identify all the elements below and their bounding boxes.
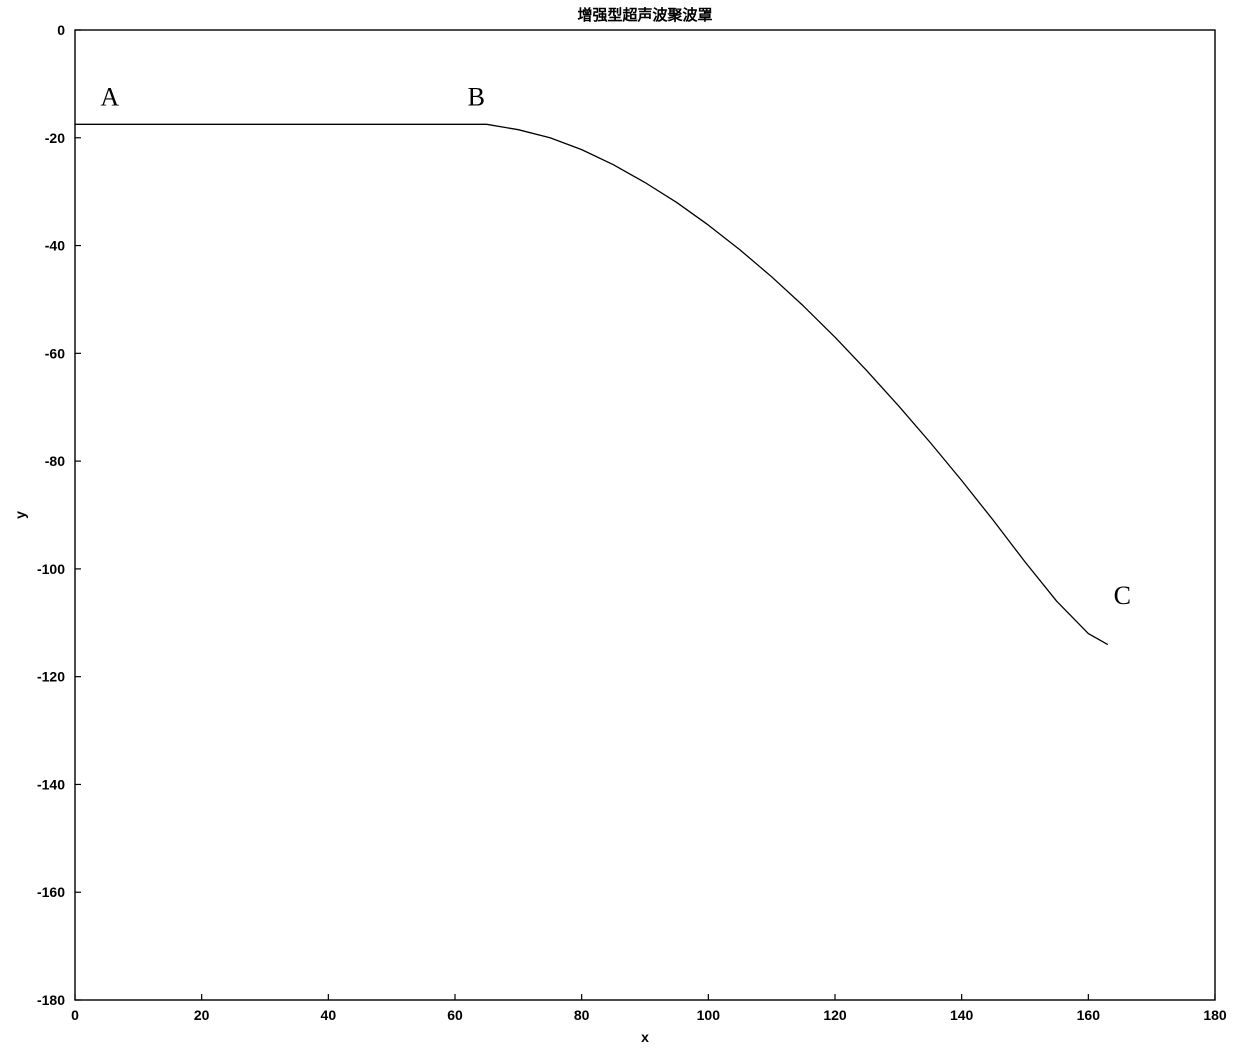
x-tick-label: 180 <box>1203 1007 1227 1023</box>
y-tick-label: -100 <box>37 561 65 577</box>
x-tick-label: 0 <box>71 1007 79 1023</box>
y-tick-label: -40 <box>45 238 65 254</box>
point-label-B: B <box>468 82 485 111</box>
y-tick-label: -20 <box>45 130 65 146</box>
x-tick-label: 140 <box>950 1007 974 1023</box>
x-tick-label: 60 <box>447 1007 463 1023</box>
x-tick-label: 80 <box>574 1007 590 1023</box>
x-tick-label: 160 <box>1077 1007 1101 1023</box>
y-tick-label: 0 <box>57 22 65 38</box>
x-tick-label: 120 <box>823 1007 847 1023</box>
y-tick-label: -180 <box>37 992 65 1008</box>
point-label-A: A <box>100 82 119 111</box>
x-axis-label: x <box>641 1029 649 1045</box>
y-axis-label: y <box>12 511 28 519</box>
y-tick-label: -60 <box>45 345 65 361</box>
y-tick-label: -80 <box>45 453 65 469</box>
x-tick-label: 20 <box>194 1007 210 1023</box>
point-label-C: C <box>1114 581 1131 610</box>
x-tick-label: 40 <box>321 1007 337 1023</box>
y-tick-label: -140 <box>37 776 65 792</box>
chart-container: 0 20 40 60 80 100 120 140 160 180 -180 -160 -140 -120… <box>0 0 1240 1052</box>
chart-title: 增强型超声波聚波罩 <box>577 6 712 24</box>
y-tick-label: -160 <box>37 884 65 900</box>
y-tick-label: -120 <box>37 669 65 685</box>
series-curve <box>75 124 1107 644</box>
x-tick-label: 100 <box>697 1007 721 1023</box>
axis-box <box>75 30 1215 1000</box>
chart-svg: 0 20 40 60 80 100 120 140 160 180 -180 -160 -140 -120… <box>0 0 1240 1052</box>
